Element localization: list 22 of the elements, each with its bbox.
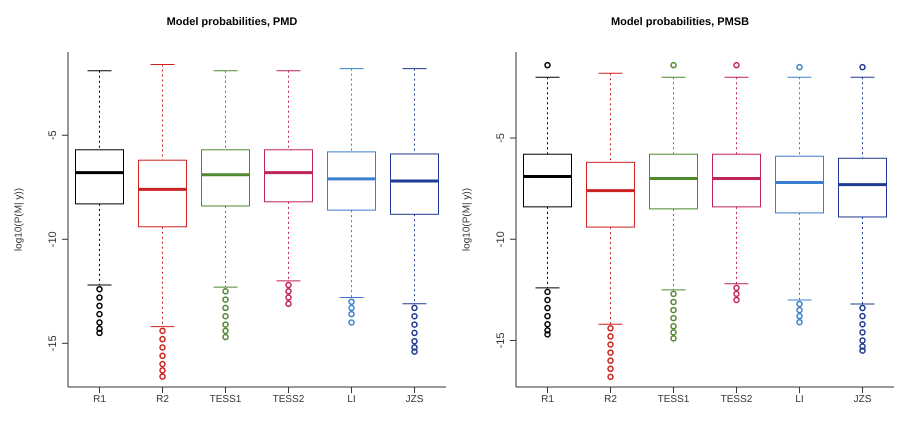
x-tick-label: R2 [156,394,170,406]
y-tick-label: -5 [47,130,59,140]
y-tick-label: -5 [495,133,507,143]
x-tick-label: TESS2 [720,394,753,406]
x-tick-label: LI [347,394,356,406]
y-tick-label: -10 [495,231,507,248]
x-tick-label: JZS [854,394,872,406]
y-tick-label: -15 [495,332,507,348]
x-tick-label: R2 [604,394,618,406]
x-tick-label: JZS [406,394,424,406]
x-tick-label: TESS2 [272,394,305,406]
x-tick-label: R1 [93,394,106,406]
x-tick-label: TESS1 [210,394,242,406]
chart-title: Model probabilities, PMD [166,16,298,28]
y-axis-title: log10(P(M| y)) [14,188,25,252]
y-tick-label: -15 [47,335,59,352]
y-tick-label: -10 [47,231,59,248]
x-tick-label: LI [795,394,804,406]
chart-title: Model probabilities, PMSB [610,16,750,28]
y-axis-title: log10(P(M| y)) [462,188,473,252]
x-tick-label: TESS1 [658,394,690,406]
x-tick-label: R1 [541,394,554,406]
